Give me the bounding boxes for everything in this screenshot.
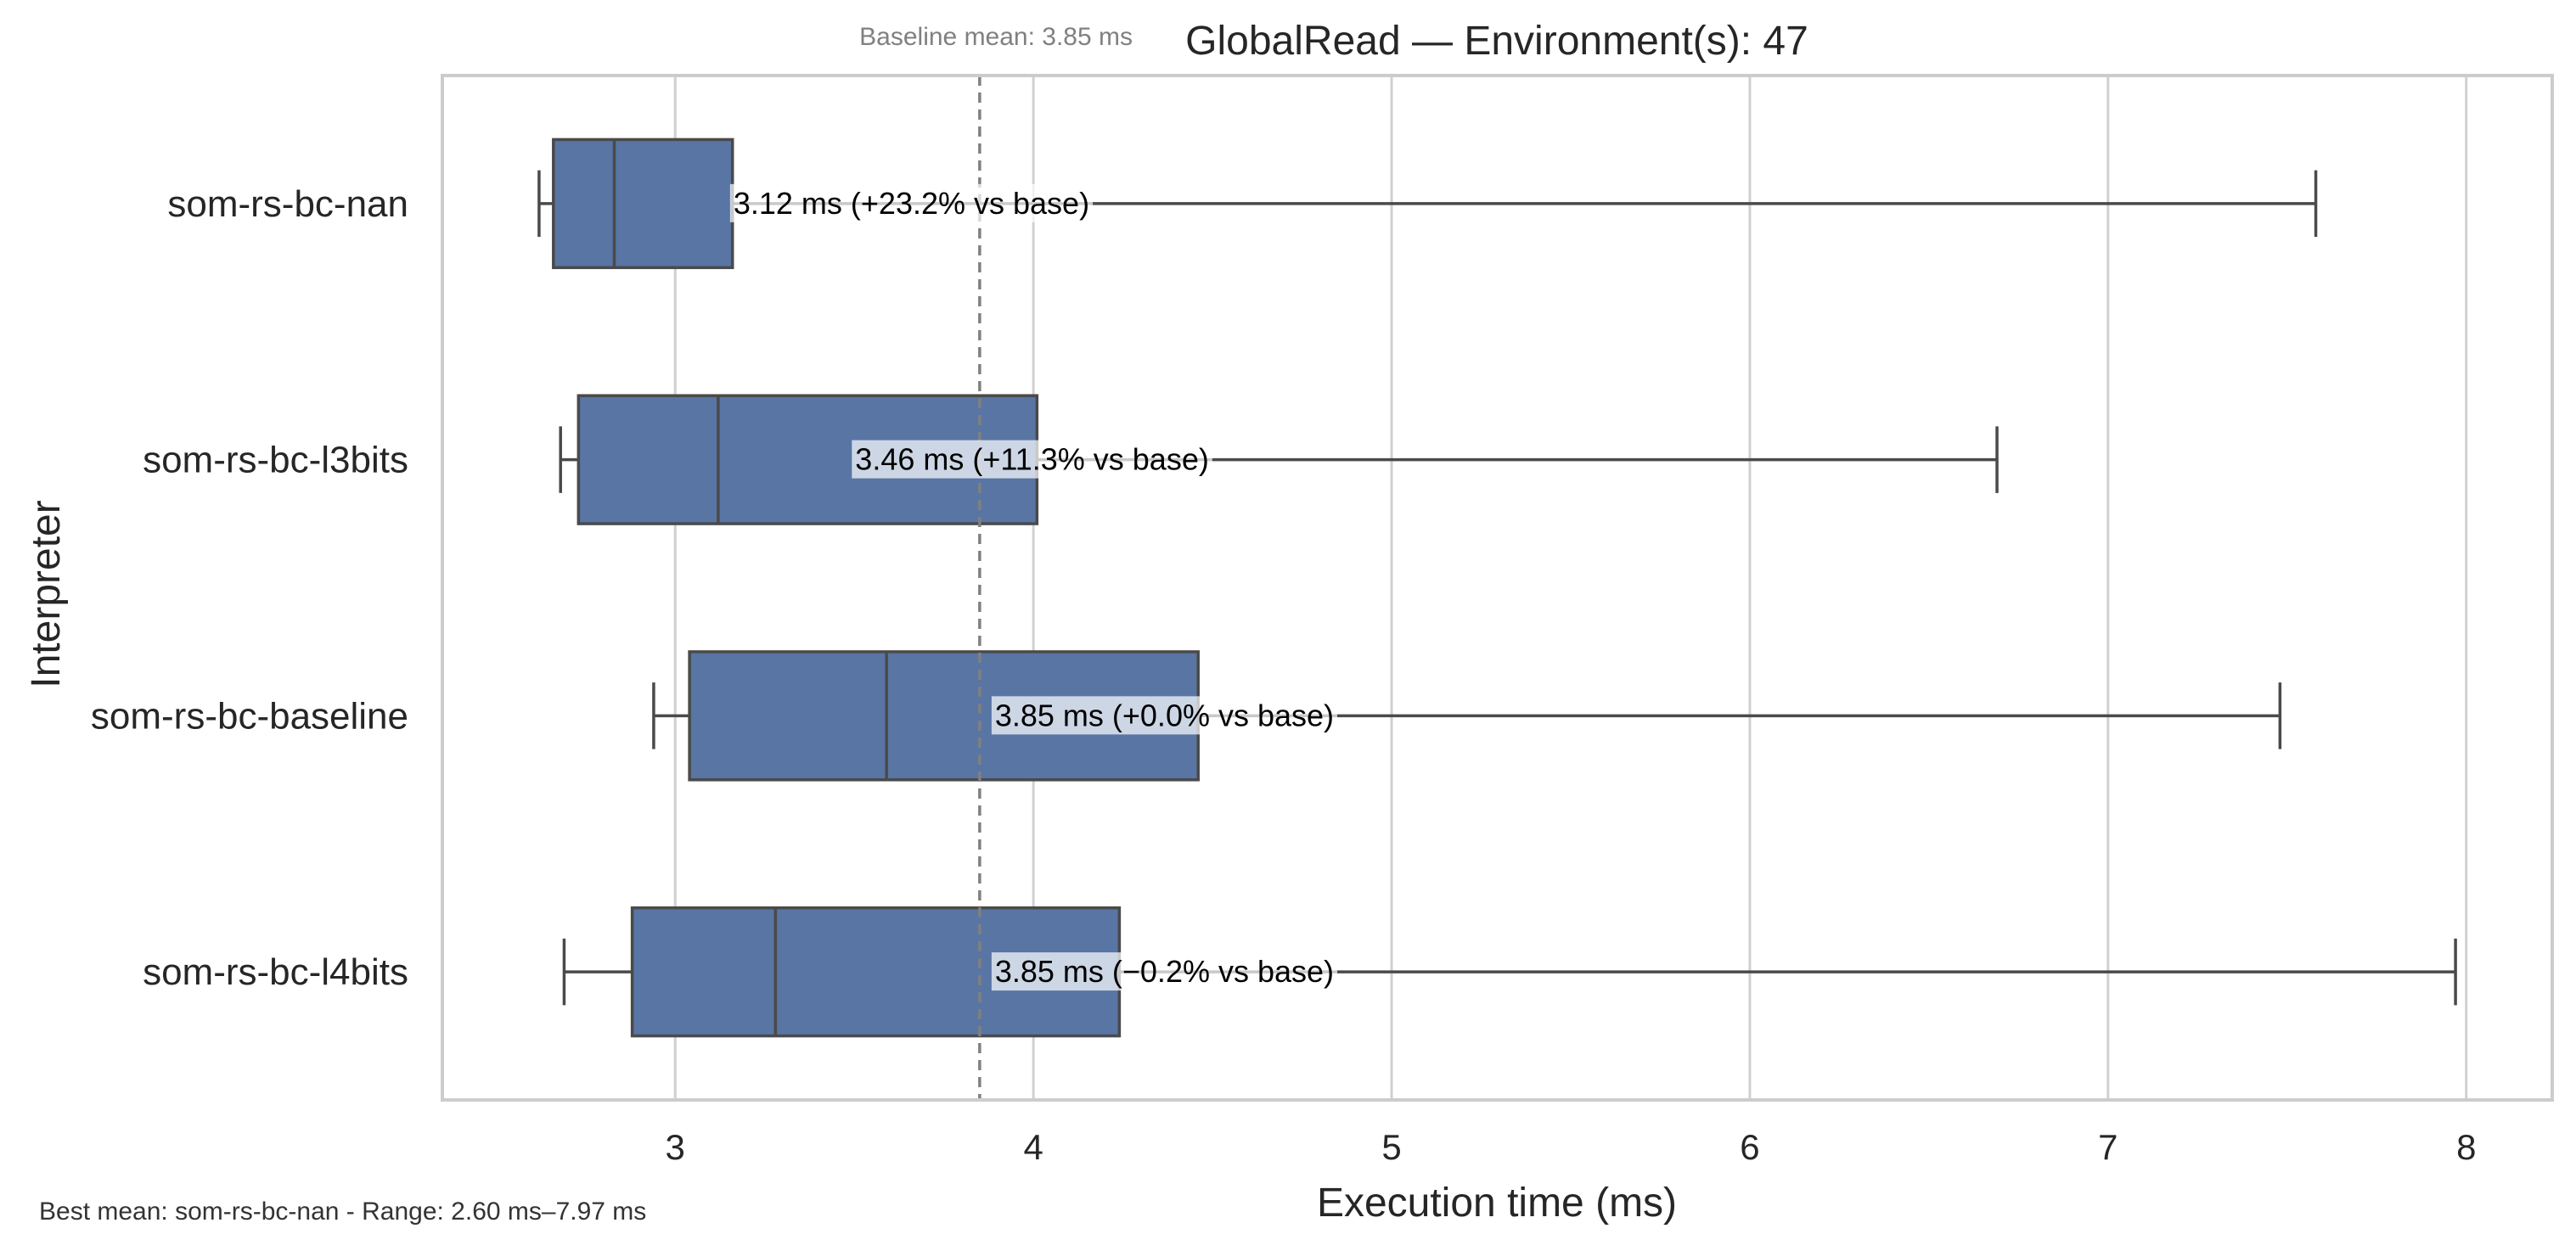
x-axis-title: Execution time (ms) <box>1317 1181 1677 1226</box>
category-label: som-rs-bc-nan <box>167 183 408 225</box>
plot-frame <box>441 74 2554 1102</box>
annotation-background <box>991 952 1338 991</box>
mean-annotation: 3.12 ms (+23.2% vs base) <box>734 186 1089 221</box>
mean-annotation: 3.46 ms (+11.3% vs base) <box>855 442 1209 477</box>
boxes <box>537 137 2457 1038</box>
box-group <box>652 650 2282 782</box>
x-tick-label: 4 <box>1023 1127 1043 1167</box>
x-tick-label: 3 <box>666 1127 685 1167</box>
baseline-label: Baseline mean: 3.85 ms <box>859 23 1133 51</box>
x-tick-label: 6 <box>1740 1127 1759 1167</box>
mean-annotation: 3.85 ms (+0.0% vs base) <box>995 698 1334 732</box>
box-iqr <box>552 137 734 270</box>
x-tick-label: 8 <box>2456 1127 2476 1167</box>
footer-note: Best mean: som-rs-bc-nan - Range: 2.60 m… <box>39 1198 646 1226</box>
annotation-background <box>729 183 1094 222</box>
y-tick-labels: som-rs-bc-nan som-rs-bc-l3bits som-rs-bc-b… <box>91 183 408 993</box>
mean-annotations: 3.12 ms (+23.2% vs base) 3.46 ms (+11.3% … <box>729 183 1338 991</box>
annotation-background <box>852 440 1212 479</box>
mean-annotation: 3.85 ms (−0.2% vs base) <box>995 954 1334 989</box>
category-label: som-rs-bc-l3bits <box>143 440 408 481</box>
annotation-background <box>991 696 1338 735</box>
chart-title: GlobalRead — Environment(s): 47 <box>1185 19 1808 64</box>
category-label: som-rs-bc-l4bits <box>143 951 408 993</box>
category-label: som-rs-bc-baseline <box>91 695 408 737</box>
x-tick-label: 5 <box>1381 1127 1401 1167</box>
x-tick-label: 7 <box>2098 1127 2118 1167</box>
y-axis-title: Interpreter <box>24 500 69 687</box>
x-tick-labels: 3 4 5 6 7 8 <box>666 1127 2477 1167</box>
box-iqr <box>688 650 1200 782</box>
